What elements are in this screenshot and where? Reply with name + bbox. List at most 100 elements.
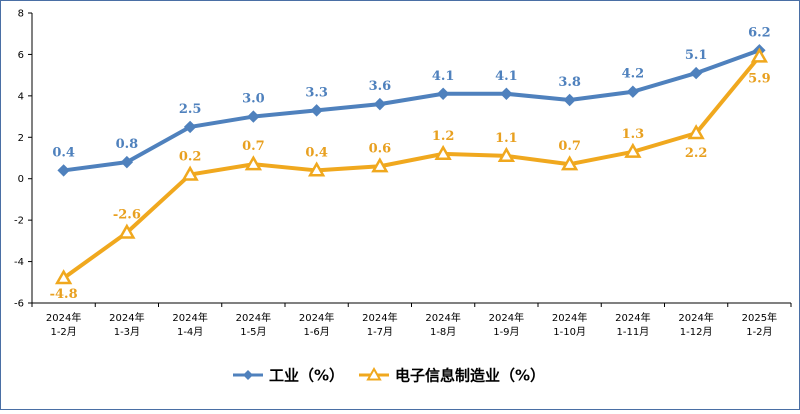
data-label: 3.3 [305,85,328,100]
diamond-marker [500,87,513,100]
diamond-marker [436,87,450,100]
triangle-marker [307,161,326,177]
diamond-marker [183,120,197,134]
y-tick-label: 0 [18,174,24,185]
x-tick-label-period: 1-4月 [177,326,203,338]
x-tick-label-period: 1-7月 [367,326,393,338]
x-tick-label: 2024年 1-9月 [489,311,524,338]
y-tick-label: -4 [14,257,24,268]
x-tick-label-period: 1-6月 [303,326,329,338]
x-tick-label: 2024年 1-3月 [109,311,144,338]
x-tick-label-year: 2024年 [362,311,397,324]
diamond-marker [57,164,70,177]
y-tick-label: -6 [14,299,24,310]
triangle-marker [624,142,642,158]
series-markers [54,44,769,285]
diamond-marker [563,93,576,107]
y-tick-label: -2 [14,216,24,227]
x-tick-label-period: 1-2月 [746,326,772,338]
triangle-marker [750,47,769,63]
x-tick-label-year: 2024年 [552,311,587,324]
x-tick-label: 2025年 1-2月 [742,311,777,338]
x-tick-label-year: 2024年 [109,311,144,324]
series-lines [62,48,761,280]
data-label: 4.1 [495,69,518,84]
data-label: 4.2 [622,67,645,82]
x-tick-label-period: 1-3月 [114,326,140,338]
data-labels: 0.4 0.8 2.5 3.0 3.3 3.6 4.1 4.1 3.8 4.2 5.1 6.2 -4.8… [50,25,771,302]
diamond-marker [310,104,323,117]
series-line-0 [63,48,761,173]
y-tick-label: 4 [18,91,24,102]
legend-label: 电子信息制造业（%） [395,367,545,385]
x-tick-label: 2024年 1-11月 [615,311,650,338]
series-line-1 [62,55,761,280]
x-tick-label-period: 1-8月 [430,326,456,338]
diamond-marker [120,155,134,169]
triangle-marker [560,155,579,171]
x-tick-label-year: 2024年 [489,311,524,324]
data-label: 0.2 [179,150,202,165]
data-label: 2.5 [179,102,202,117]
triangle-marker [54,269,73,285]
x-tick-label-year: 2024年 [615,311,650,324]
diamond-marker [373,97,387,111]
triangle-marker [244,155,263,171]
data-label: 1.2 [432,129,455,144]
x-tick-label: 2024年 1-8月 [425,311,460,338]
data-label: 5.1 [685,48,708,63]
x-tick-label-period: 1-10月 [553,326,586,338]
x-tick-label: 2024年 1-2月 [46,311,81,338]
x-tick-label-period: 1-2月 [50,326,76,338]
x-tick-label-period: 1-11月 [617,326,650,338]
data-label: 4.1 [432,69,455,84]
x-tick-label: 2024年 1-7月 [362,311,397,338]
legend-label: 工业（%） [269,367,344,385]
x-tick-label: 2024年 1-12月 [678,311,713,338]
data-label: 0.6 [369,141,392,156]
triangle-marker [434,144,452,160]
x-tick-label: 2024年 1-10月 [552,311,587,338]
legend-diamond-icon [243,370,253,380]
legend: 工业（%） 电子信息制造业（%） [233,367,545,385]
x-tick-label-year: 2024年 [236,311,271,324]
data-label: 5.9 [748,72,771,87]
data-label: 3.8 [558,75,581,90]
x-tick-label-period: 1-5月 [240,326,266,338]
data-label: -4.8 [50,287,78,302]
data-label: 3.6 [369,79,392,94]
data-label: 3.0 [242,92,265,107]
data-label: 1.1 [495,131,518,146]
data-label: 2.2 [685,146,708,161]
x-tick-label-period: 1-9月 [493,326,519,338]
triangle-marker [687,124,705,140]
legend-triangle-icon [366,366,382,381]
x-tick-label-period: 1-12月 [680,326,713,338]
data-label: 0.4 [52,145,75,160]
y-tick-label: 6 [18,50,24,61]
data-label: 0.4 [305,145,328,160]
y-tick-label: 2 [18,133,24,144]
x-tick-label: 2024年 1-5月 [236,311,271,338]
x-tick-label-year: 2024年 [425,311,460,324]
y-tick-label: 8 [18,9,24,20]
diamond-marker [247,110,260,123]
triangle-marker [181,165,199,181]
x-tick-label-year: 2024年 [172,311,207,324]
data-label: 0.7 [242,139,265,154]
triangle-marker [497,146,516,163]
x-tick-label-year: 2024年 [299,311,334,324]
x-tick-label-year: 2024年 [46,311,81,324]
triangle-marker [118,223,136,239]
x-tick-label: 2024年 1-6月 [299,311,334,338]
data-label: 1.3 [622,127,645,142]
triangle-marker [371,157,389,173]
data-label: 0.8 [116,137,139,152]
x-tick-label-year: 2024年 [678,311,713,324]
x-tick-label: 2024年 1-4月 [172,311,207,338]
x-tick-label-year: 2025年 [742,311,777,324]
data-label: 0.7 [558,139,581,154]
